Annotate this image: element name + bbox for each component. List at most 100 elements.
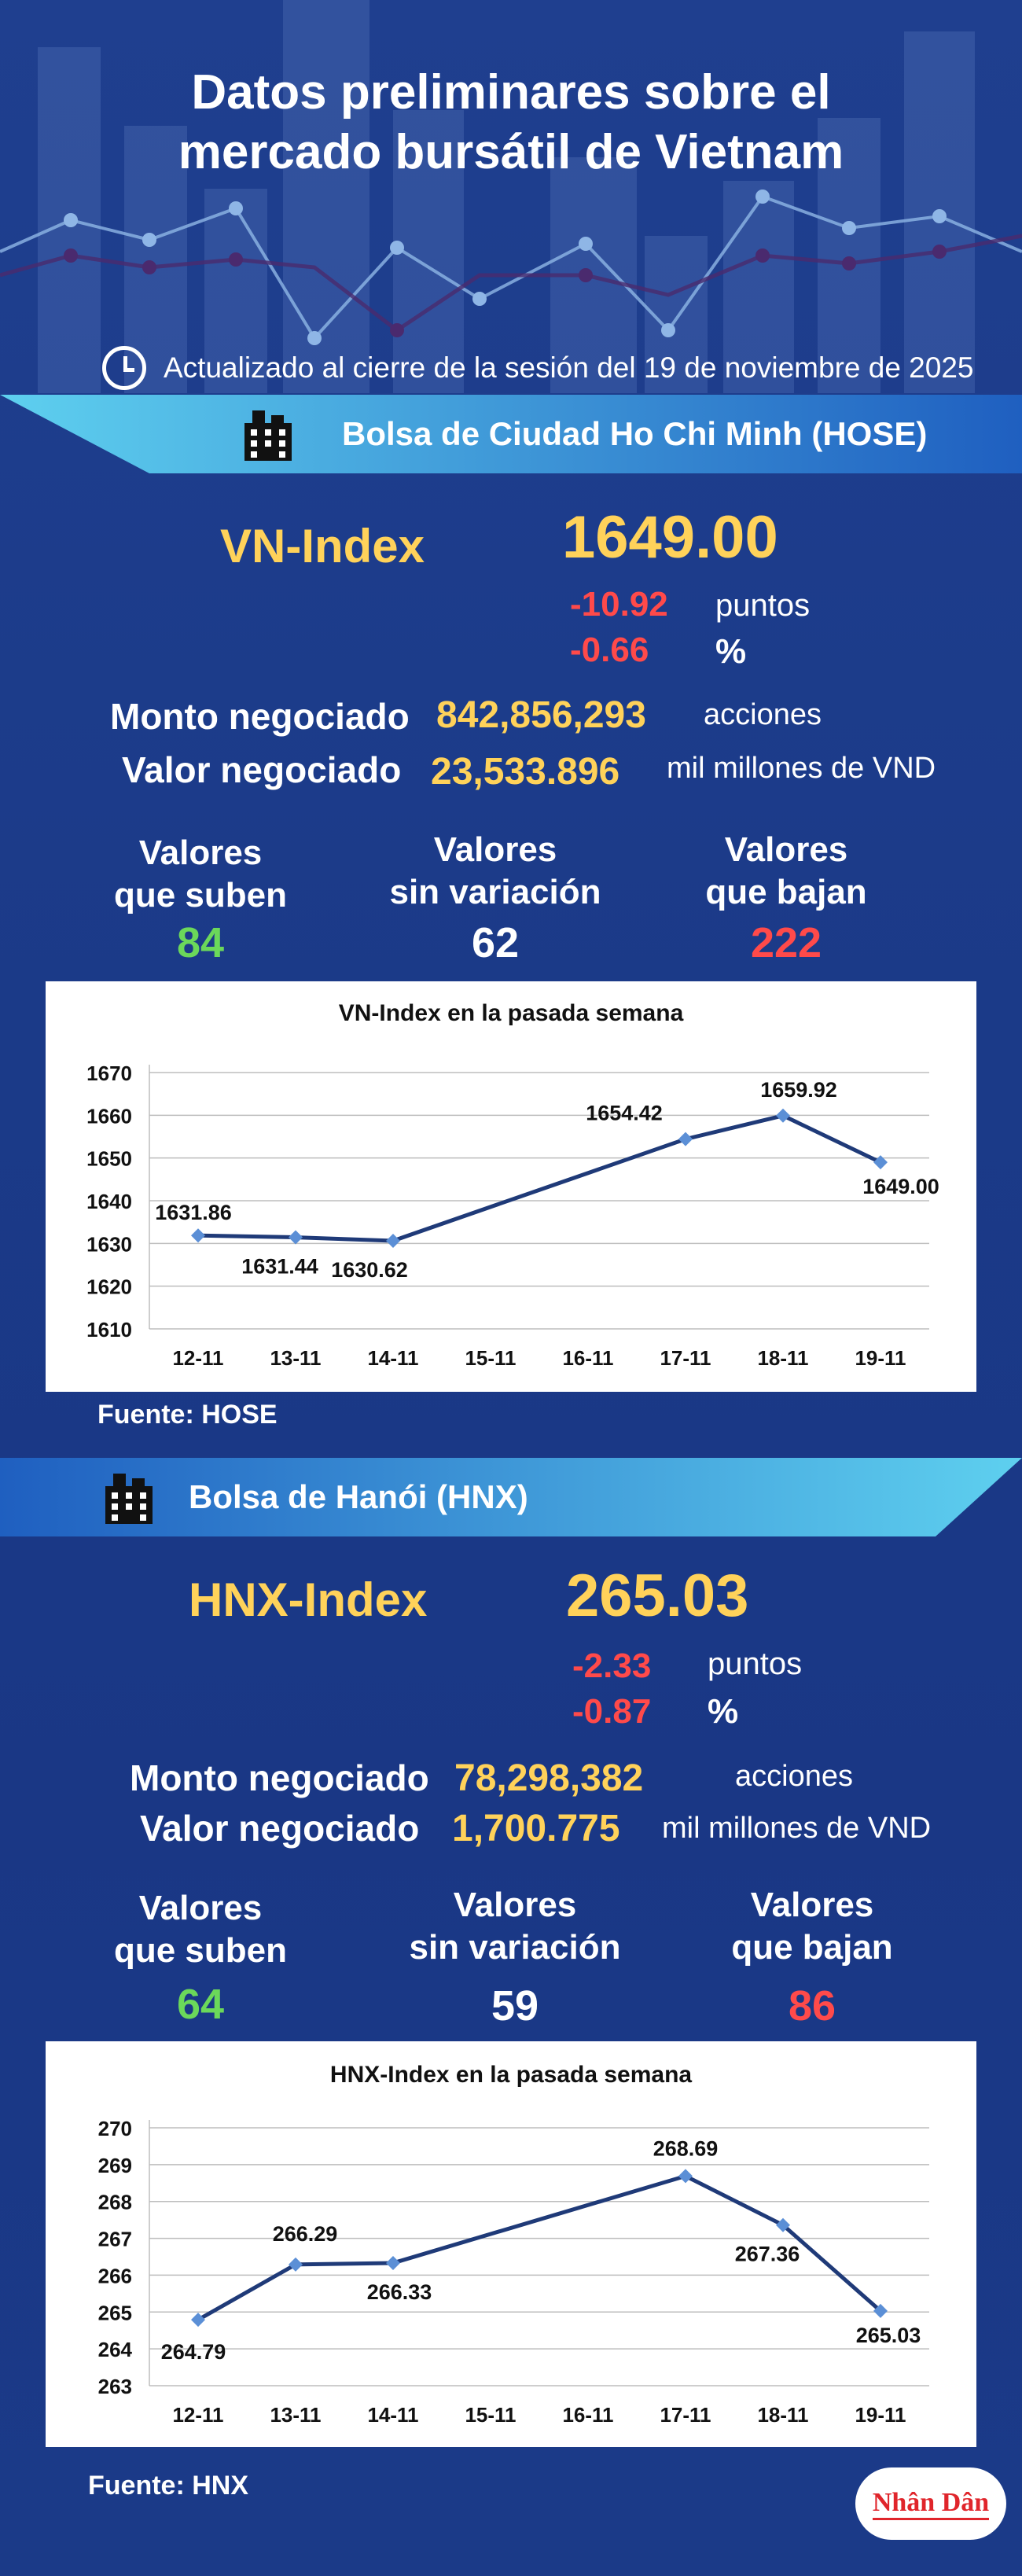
series-line <box>197 2173 882 2322</box>
x-tick-label: 12-11 <box>172 2403 223 2427</box>
hnx-up-count: 64 <box>176 1981 225 2028</box>
x-tick-label: 17-11 <box>660 1346 711 1370</box>
data-point <box>678 2169 693 2184</box>
data-point <box>191 2313 205 2328</box>
data-label: 266.33 <box>367 2280 432 2304</box>
x-tick-label: 13-11 <box>270 2403 321 2427</box>
hnx-chart: HNX-Index en la pasada semana 263 264 265 26… <box>46 2041 976 2447</box>
hnx-pct-unit: % <box>708 1692 739 1731</box>
x-tick-label: 16-11 <box>562 1346 613 1370</box>
y-tick-label: 265 <box>98 2301 132 2324</box>
data-label: 1659.92 <box>760 1078 837 1102</box>
hose-change-points: -10.92 <box>570 585 668 624</box>
data-point <box>776 1108 790 1123</box>
y-tick-label: 267 <box>98 2228 132 2251</box>
data-point <box>873 2303 888 2318</box>
hnx-volume: 78,298,382 <box>454 1757 644 1799</box>
hnx-value: 1,700.775 <box>452 1808 620 1849</box>
hnx-down-count: 86 <box>788 1982 836 2030</box>
y-tick-label: 270 <box>98 2117 132 2140</box>
hose-value: 23,533.896 <box>431 751 620 793</box>
hose-volume-label: Monto negociado <box>110 696 410 737</box>
update-text: Actualizado al cierre de la sesión del 1… <box>164 351 974 384</box>
header-background <box>0 0 1022 393</box>
x-tick-label: 18-11 <box>757 1346 808 1370</box>
x-tick-label: 18-11 <box>757 2403 808 2427</box>
data-point <box>386 1233 400 1248</box>
y-tick-label: 1610 <box>86 1318 132 1341</box>
hose-up-count: 84 <box>176 919 225 966</box>
hose-down-label: Valores que bajan <box>705 830 867 911</box>
data-point <box>678 1132 693 1146</box>
hose-value-unit: mil millones de VND <box>667 752 936 785</box>
data-point <box>776 2217 790 2232</box>
hose-chart-svg: VN-Index en la pasada semana 1610 1620 1630… <box>86 1000 939 1370</box>
x-tick-label: 14-11 <box>367 1346 418 1370</box>
hose-down-count: 222 <box>750 919 822 966</box>
data-label: 1649.00 <box>862 1175 939 1198</box>
hnx-banner: Bolsa de Hanói (HNX) <box>0 1458 1022 1536</box>
data-point <box>191 1228 205 1243</box>
chart-title: HNX-Index en la pasada semana <box>330 2062 692 2088</box>
title-line-1: Datos preliminares sobre el <box>191 65 831 120</box>
y-tick-label: 264 <box>98 2338 133 2361</box>
x-tick-label: 17-11 <box>660 2403 711 2427</box>
hnx-index-name: HNX-Index <box>189 1573 428 1626</box>
data-label: 267.36 <box>735 2243 800 2266</box>
x-tick-label: 19-11 <box>855 2403 906 2427</box>
hnx-up-label: Valores que suben <box>113 1889 288 1970</box>
y-tick-label: 1640 <box>86 1190 132 1213</box>
page-title: Datos preliminares sobre el mercado burs… <box>0 63 1022 182</box>
clock-icon <box>102 346 146 390</box>
y-tick-label: 1650 <box>86 1147 132 1171</box>
hnx-volume-unit: acciones <box>735 1760 853 1793</box>
hnx-exchange-name: Bolsa de Hanói (HNX) <box>189 1478 528 1515</box>
hnx-index-value: 265.03 <box>566 1562 749 1629</box>
hose-up-label: Valores que suben <box>113 834 288 914</box>
building-icon <box>244 410 292 461</box>
y-tick-label: 269 <box>98 2154 132 2177</box>
hose-value-label: Valor negociado <box>122 749 402 790</box>
data-label: 1630.62 <box>331 1258 408 1282</box>
y-tick-label: 1670 <box>86 1062 132 1085</box>
hnx-value-label: Valor negociado <box>140 1808 420 1849</box>
x-tick-label: 13-11 <box>270 1346 321 1370</box>
hose-index-value: 1649.00 <box>562 504 778 571</box>
hnx-flat-label: Valores sin variación <box>409 1886 621 1967</box>
y-tick-label: 1630 <box>86 1232 132 1256</box>
hose-points-unit: puntos <box>715 588 811 623</box>
y-tick-label: 263 <box>98 2375 132 2398</box>
data-label: 264.79 <box>161 2340 226 2364</box>
data-point <box>873 1155 888 1170</box>
title-line-2: mercado bursátil de Vietnam <box>178 125 844 179</box>
hose-exchange-name: Bolsa de Ciudad Ho Chi Minh (HOSE) <box>342 415 928 452</box>
hnx-change-pct: -0.87 <box>572 1692 652 1731</box>
x-tick-label: 14-11 <box>367 2403 418 2427</box>
x-tick-label: 16-11 <box>562 2403 613 2427</box>
building-icon <box>105 1474 153 1524</box>
data-label: 1654.42 <box>586 1102 663 1125</box>
hose-volume-unit: acciones <box>704 698 822 731</box>
hose-banner: Bolsa de Ciudad Ho Chi Minh (HOSE) <box>0 395 1022 473</box>
y-tick-label: 266 <box>98 2264 132 2287</box>
data-label: 266.29 <box>273 2222 338 2246</box>
hnx-down-label: Valores que bajan <box>731 1886 893 1967</box>
data-label: 268.69 <box>653 2136 719 2160</box>
hnx-chart-svg: HNX-Index en la pasada semana 263 264 265 26… <box>98 2062 929 2427</box>
series-line <box>197 1113 882 1243</box>
hose-index-name: VN-Index <box>220 520 425 572</box>
update-note: Actualizado al cierre de la sesión del 1… <box>102 346 1006 390</box>
hose-volume: 842,856,293 <box>436 694 646 736</box>
hnx-source: Fuente: HNX <box>88 2471 248 2501</box>
hnx-flat-count: 59 <box>491 1982 539 2030</box>
logo-text: Nhân Dân <box>872 2488 990 2520</box>
hnx-value-unit: mil millones de VND <box>662 1812 932 1845</box>
y-tick-label: 1660 <box>86 1104 132 1128</box>
data-point <box>289 2257 303 2272</box>
hose-flat-label: Valores sin variación <box>389 830 601 911</box>
data-label: 1631.86 <box>155 1201 232 1224</box>
hose-change-pct: -0.66 <box>570 631 649 669</box>
y-tick-label: 268 <box>98 2191 132 2214</box>
x-tick-label: 15-11 <box>465 1346 516 1370</box>
hnx-volume-label: Monto negociado <box>130 1757 429 1798</box>
